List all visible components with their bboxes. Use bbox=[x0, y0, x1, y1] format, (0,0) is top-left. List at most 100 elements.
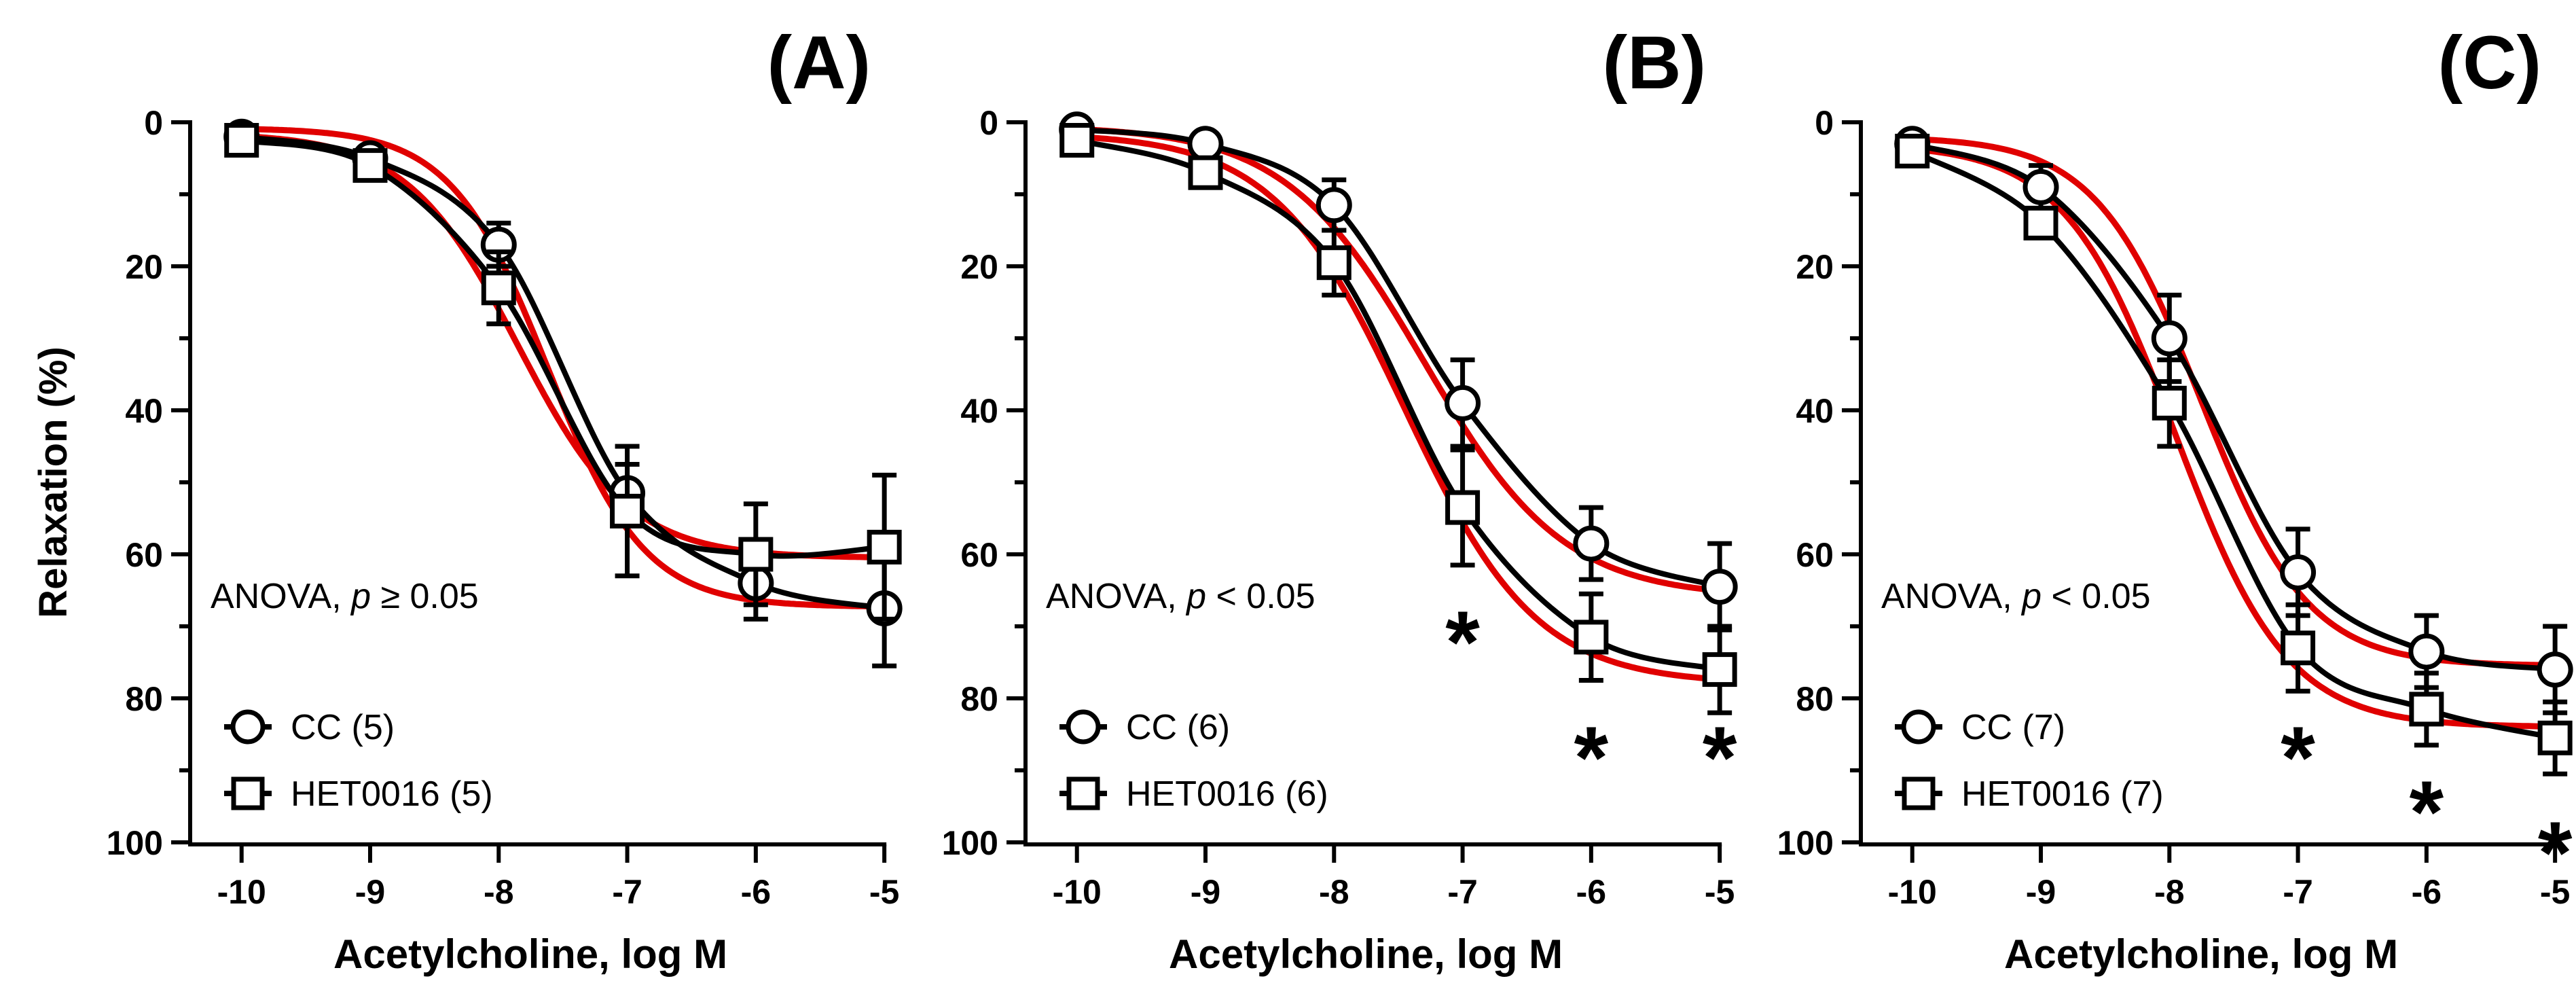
data-point-square bbox=[2152, 385, 2187, 421]
data-point-circle bbox=[2280, 554, 2317, 590]
y-tick-label: 80 bbox=[125, 680, 163, 718]
anova-prefix: ANOVA, bbox=[211, 577, 351, 616]
x-tick-label: -8 bbox=[484, 873, 513, 911]
legend-marker-square bbox=[1066, 776, 1100, 810]
data-point-square bbox=[1702, 652, 1737, 687]
y-tick-label: 80 bbox=[960, 680, 998, 718]
data-point-circle bbox=[1316, 187, 1352, 223]
y-tick-label: 0 bbox=[979, 104, 998, 142]
series-line-circle bbox=[1076, 126, 1721, 590]
series-line-square bbox=[240, 137, 885, 559]
data-point-square bbox=[1059, 123, 1095, 158]
significance-star: * bbox=[1445, 592, 1480, 692]
data-point-square bbox=[2023, 205, 2058, 240]
fit-curve-circle bbox=[1076, 126, 1720, 594]
legend-item: CC (6) bbox=[1059, 708, 1230, 747]
data-point-circle bbox=[1187, 126, 1224, 162]
legend-label: HET0016 (7) bbox=[1961, 774, 2164, 814]
x-tick-label: -9 bbox=[2026, 873, 2056, 911]
significance-star: * bbox=[1703, 708, 1737, 807]
data-point-square bbox=[1895, 133, 1930, 168]
significance-star: * bbox=[2281, 708, 2315, 807]
y-tick-label: 40 bbox=[960, 392, 998, 430]
data-point-square bbox=[1445, 490, 1481, 525]
anova-p-symbol: p bbox=[2020, 577, 2042, 616]
significance-star: * bbox=[1574, 708, 1609, 807]
x-axis-title: Acetylcholine, log M bbox=[2004, 931, 2398, 977]
x-tick-label: -6 bbox=[1576, 873, 1606, 911]
data-point-square bbox=[481, 270, 516, 306]
data-point-square bbox=[1574, 620, 1609, 655]
y-tick-label: 100 bbox=[107, 824, 163, 862]
fit-curve-square bbox=[241, 132, 885, 560]
y-tick-label: 80 bbox=[1796, 680, 1834, 718]
x-axis-title: Acetylcholine, log M bbox=[333, 931, 727, 977]
fit-curve-circle bbox=[1912, 136, 2556, 668]
data-point-square bbox=[2537, 720, 2573, 755]
legend-label: CC (5) bbox=[291, 708, 395, 747]
anova-p-value: < 0.05 bbox=[2042, 577, 2150, 616]
x-tick-label: -9 bbox=[355, 873, 385, 911]
x-tick-label: -10 bbox=[217, 873, 266, 911]
legend-label: HET0016 (6) bbox=[1126, 774, 1328, 814]
y-tick-label: 40 bbox=[125, 392, 163, 430]
data-point-square bbox=[352, 148, 388, 183]
fit-curve-square bbox=[1076, 133, 1720, 683]
y-tick-label: 20 bbox=[1796, 248, 1834, 286]
data-point-square bbox=[2281, 630, 2316, 666]
data-point-circle bbox=[2408, 633, 2445, 670]
significance-star: * bbox=[2538, 803, 2573, 902]
legend-item: HET0016 (5) bbox=[224, 774, 493, 814]
y-tick-label: 20 bbox=[125, 248, 163, 286]
x-tick-label: -8 bbox=[1319, 873, 1349, 911]
x-axis-title: Acetylcholine, log M bbox=[1169, 931, 1563, 977]
panel-3: 0 20 40 60 80 100 -10 -9 -8 -7 -6 -5 Acetylcholine, … bbox=[1777, 21, 2573, 977]
x-tick-label: -6 bbox=[2412, 873, 2442, 911]
x-tick-label: -10 bbox=[1053, 873, 1102, 911]
x-tick-label: -9 bbox=[1191, 873, 1220, 911]
data-point-circle bbox=[1701, 569, 1738, 605]
data-point-square bbox=[2409, 692, 2444, 727]
data-point-square bbox=[1188, 155, 1223, 190]
data-point-circle bbox=[2537, 651, 2573, 688]
x-tick-label: -7 bbox=[1447, 873, 1477, 911]
panel-2: 0 20 40 60 80 100 -10 -9 -8 -7 -6 -5 Acetylcholine, … bbox=[942, 21, 1738, 977]
data-point-circle bbox=[2022, 168, 2059, 205]
legend-marker-circle bbox=[1066, 709, 1101, 745]
y-tick-label: 60 bbox=[1796, 536, 1834, 574]
panel-label: (C) bbox=[2437, 21, 2541, 105]
y-tick-label: 100 bbox=[1777, 824, 1834, 862]
y-tick-label: 60 bbox=[125, 536, 163, 574]
y-tick-label: 100 bbox=[942, 824, 998, 862]
y-tick-label: 60 bbox=[960, 536, 998, 574]
legend-item: CC (7) bbox=[1895, 708, 2065, 747]
significance-star: * bbox=[2410, 762, 2444, 861]
legend-label: CC (7) bbox=[1961, 708, 2065, 747]
data-point-square bbox=[610, 493, 645, 529]
legend-item: HET0016 (7) bbox=[1895, 774, 2164, 814]
x-tick-label: -7 bbox=[2283, 873, 2312, 911]
x-tick-label: -7 bbox=[612, 873, 642, 911]
x-tick-label: -5 bbox=[869, 873, 899, 911]
panel-label: (B) bbox=[1602, 21, 1706, 105]
legend-label: HET0016 (5) bbox=[291, 774, 493, 814]
y-tick-label: 20 bbox=[960, 248, 998, 286]
fit-curve-square bbox=[1912, 145, 2556, 730]
x-tick-label: -5 bbox=[2540, 873, 2570, 911]
anova-annotation: ANOVA, p < 0.05 bbox=[1881, 577, 2150, 616]
y-tick-label: 0 bbox=[144, 104, 163, 142]
legend-marker-circle bbox=[230, 709, 266, 745]
data-point-circle bbox=[1445, 384, 1481, 421]
y-tick-label: 0 bbox=[1815, 104, 1834, 142]
panel-1: 0 20 40 60 80 100 -10 -9 -8 -7 -6 -5 Acetylcholine, … bbox=[31, 21, 903, 977]
data-point-square bbox=[1316, 245, 1352, 281]
anova-p-value: ≥ 0.05 bbox=[371, 577, 479, 616]
data-point-square bbox=[738, 537, 774, 572]
legend-label: CC (6) bbox=[1126, 708, 1230, 747]
anova-p-symbol: p bbox=[350, 577, 371, 616]
legend-item: HET0016 (6) bbox=[1059, 774, 1328, 814]
data-point-circle bbox=[1573, 525, 1610, 562]
anova-annotation: ANOVA, p < 0.05 bbox=[1046, 577, 1315, 616]
panel-label: (A) bbox=[767, 21, 871, 105]
